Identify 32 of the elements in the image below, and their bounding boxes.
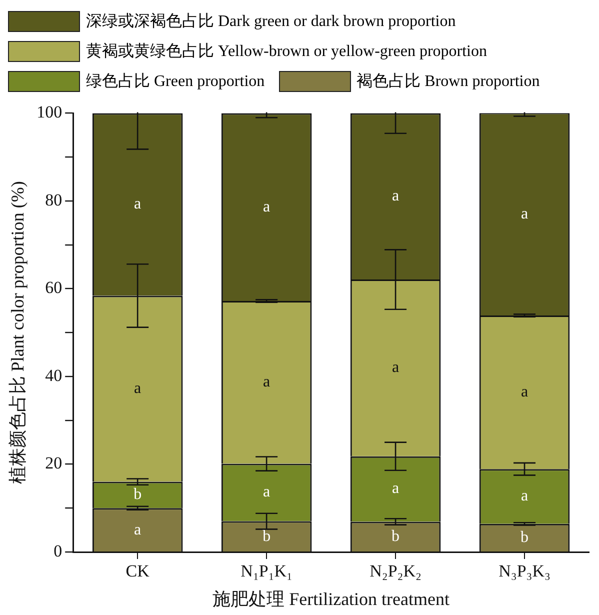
data-label: a: [134, 196, 142, 213]
data-label: a: [392, 480, 400, 498]
x-tick-label: CK: [126, 562, 150, 581]
legend-label: 绿色占比 Green proportion: [86, 72, 265, 92]
data-label: a: [134, 380, 142, 397]
data-label: b: [392, 528, 400, 546]
data-label: a: [134, 521, 142, 538]
y-axis-title: 植株颜色占比 Plant color proportion (%): [8, 181, 28, 484]
data-label: b: [262, 528, 271, 545]
legend-label: 褐色占比 Brown proportion: [356, 72, 540, 92]
data-label: b: [520, 529, 529, 546]
legend-label: 黄褐或黄绿色占比 Yellow-brown or yellow-green proportion: [86, 42, 487, 62]
data-label: a: [263, 198, 270, 216]
data-label: a: [392, 188, 400, 205]
data-label: a: [263, 374, 270, 391]
data-label: a: [263, 484, 270, 501]
legend-label: 深绿或深褐色占比 Dark green or dark brown proportion: [86, 12, 456, 32]
data-label: a: [520, 205, 528, 222]
y-tick-label: 100: [36, 102, 62, 122]
data-label: a: [392, 359, 400, 376]
x-tick-label: N₂P₂K₂: [370, 562, 422, 581]
x-axis-title: 施肥处理 Fertilization treatment: [212, 588, 450, 609]
x-tick-label: N₃P₃K₃: [498, 562, 550, 581]
y-tick-label: 0: [54, 541, 62, 560]
data-label: b: [134, 486, 142, 504]
data-label: a: [520, 488, 528, 505]
y-tick-label: 20: [45, 454, 62, 473]
x-tick-label: N₁P₁K₁: [240, 562, 292, 581]
y-tick-label: 60: [45, 278, 62, 298]
y-tick-label: 40: [45, 366, 62, 385]
y-tick-label: 80: [45, 190, 62, 210]
data-label: a: [520, 383, 528, 400]
